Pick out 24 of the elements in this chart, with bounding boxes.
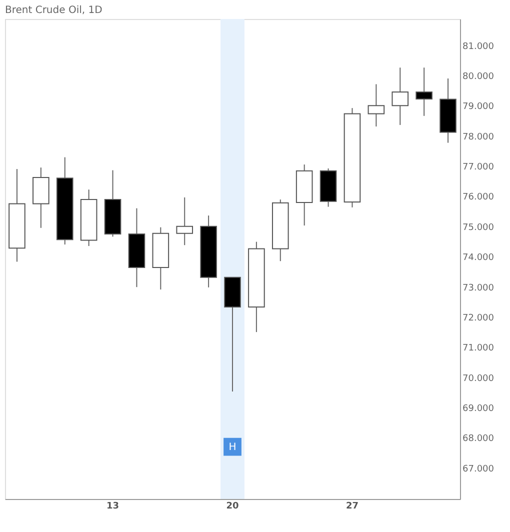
- chart-title: Brent Crude Oil, 1D: [5, 5, 103, 16]
- y-tick-label: 78.000: [462, 132, 494, 142]
- candlestick: [416, 67, 432, 116]
- y-tick-label: 68.000: [462, 434, 494, 444]
- y-tick-label: 79.000: [462, 102, 494, 112]
- y-tick-label: 67.000: [462, 464, 494, 474]
- y-tick-label: 76.000: [462, 192, 494, 203]
- y-tick-label: 71.000: [462, 344, 494, 354]
- y-tick-label: 75.000: [462, 222, 494, 233]
- y-tick-label: 81.000: [462, 42, 494, 52]
- y-tick-label: 74.000: [462, 253, 494, 264]
- x-tick-label: 13: [106, 502, 120, 512]
- x-tick-label: 20: [226, 502, 239, 512]
- y-tick-label: 69.000: [462, 404, 494, 414]
- y-tick-label: 77.000: [462, 162, 494, 173]
- candlestick: [368, 84, 385, 127]
- candlestick: [176, 196, 194, 246]
- y-tick-label: 80.000: [462, 72, 494, 82]
- y-tick-label: 72.000: [462, 313, 494, 324]
- y-tick-label: 70.000: [462, 374, 494, 384]
- x-tick-label: 27: [346, 502, 358, 512]
- y-tick-label: 73.000: [462, 283, 494, 294]
- candlestick: [392, 67, 409, 126]
- annotation: H: [228, 442, 236, 453]
